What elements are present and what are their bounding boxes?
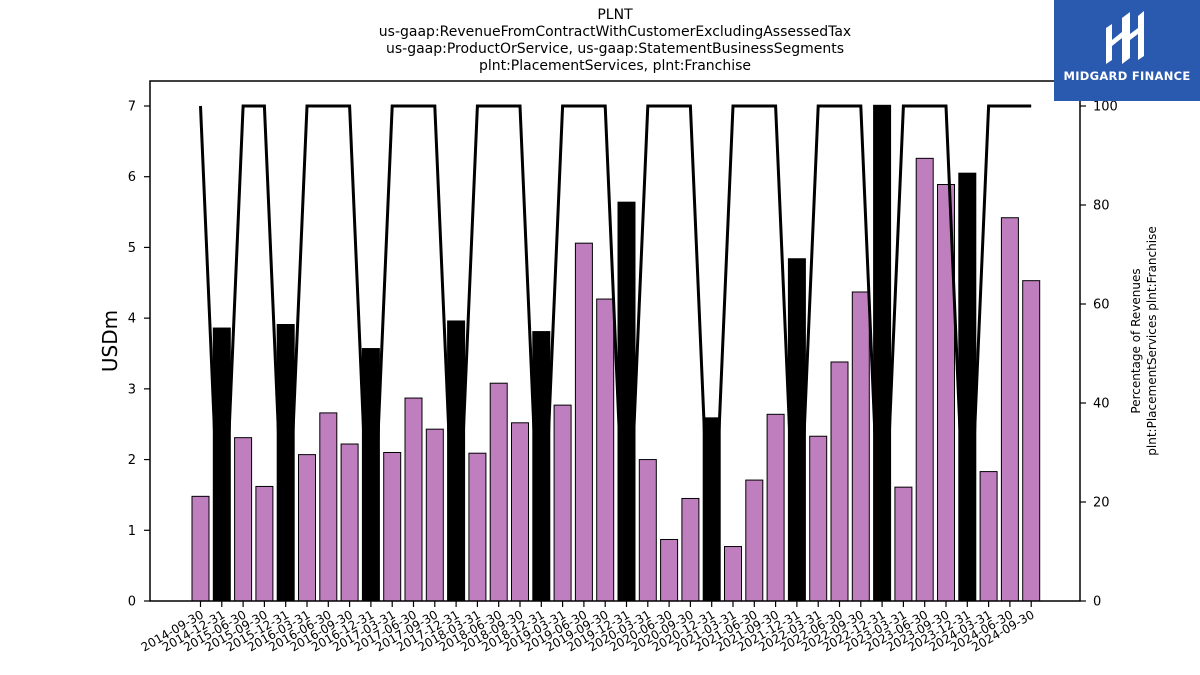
y2-axis-label-line-1: Percentage of Revenues: [1129, 268, 1143, 413]
bar-2019-09-30: [596, 298, 615, 602]
bar-2016-09-30: [340, 443, 359, 602]
bar-2021-09-30: [766, 413, 785, 602]
left-axis-ticks: 0 1 2 3 4 5 6 7: [128, 100, 150, 610]
y-tick-label: 2: [128, 453, 136, 468]
bar-2024-06-30: [1000, 217, 1019, 602]
bar-2014-09-30: [191, 495, 210, 602]
y-tick-label: 1: [128, 524, 136, 539]
y-axis-label: USDm: [98, 310, 122, 372]
bar-2021-06-30: [745, 479, 764, 602]
bar-2022-03-31: [809, 435, 828, 602]
bar-2019-06-30: [574, 242, 593, 602]
y-tick-label: 5: [128, 241, 136, 256]
y-tick-label: 7: [128, 100, 136, 115]
bar-2021-03-31: [724, 546, 742, 602]
bar-2018-03-31: [468, 452, 487, 602]
x-axis-ticks: 2014-09-302014-12-312015-06-302015-09-30…: [139, 601, 1037, 654]
y2-tick-label: 100: [1093, 100, 1118, 115]
bar-2017-09-30: [425, 428, 444, 602]
plot-frame: [149, 80, 1081, 602]
bar-2017-03-31: [383, 452, 402, 602]
y2-axis-label-line-2: plnt:PlacementServices plnt:Franchise: [1145, 226, 1159, 455]
bar-2023-03-31: [894, 486, 913, 602]
bar-2020-06-30: [660, 538, 679, 602]
bar-2023-12-31: [958, 172, 977, 602]
title-line-3: us-gaap:ProductOrService, us-gaap:Statem…: [385, 41, 844, 57]
bar-2019-12-31: [617, 201, 636, 602]
y-tick-label: 3: [128, 382, 136, 397]
bar-2022-12-31: [873, 104, 892, 602]
right-axis-ticks: 0 20 40 60 80 100: [1080, 100, 1118, 610]
brand-logo: MIDGARD FINANCE: [1054, 0, 1200, 101]
chart-title: PLNT us-gaap:RevenueFromContractWithCust…: [265, 7, 965, 75]
bar-2024-09-30: [1022, 280, 1041, 602]
bar-2024-03-31: [979, 471, 998, 602]
title-line-2: us-gaap:RevenueFromContractWithCustomerE…: [378, 24, 852, 40]
percentage-line: [199, 104, 1032, 602]
bar-2020-03-31: [638, 459, 657, 602]
bar-2016-06-30: [319, 412, 338, 602]
bar-2022-06-30: [830, 361, 849, 602]
bar-2022-09-30: [851, 291, 870, 602]
title-line-1: PLNT: [597, 7, 633, 23]
y2-tick-label: 80: [1093, 199, 1110, 214]
bar-2020-09-30: [681, 497, 700, 602]
bar-2018-09-30: [511, 422, 529, 602]
bar-2016-03-31: [298, 454, 316, 602]
bar-2018-06-30: [489, 382, 508, 602]
y2-tick-label: 60: [1093, 298, 1110, 313]
bar-2017-06-30: [404, 397, 423, 602]
y2-tick-label: 40: [1093, 397, 1110, 412]
y2-tick-label: 20: [1093, 496, 1110, 511]
bar-2023-06-30: [915, 157, 934, 602]
y-tick-label: 4: [128, 312, 136, 327]
bar-2015-06-30: [234, 437, 253, 602]
bar-2019-03-31: [553, 404, 572, 602]
y-tick-label: 0: [128, 595, 136, 610]
y2-tick-label: 0: [1093, 595, 1101, 610]
logo-mark-icon: [1106, 11, 1144, 64]
bar-2015-09-30: [255, 485, 274, 602]
y-tick-label: 6: [128, 170, 136, 185]
logo-text: MIDGARD FINANCE: [1063, 69, 1191, 83]
title-line-4: plnt:PlacementServices, plnt:Franchise: [478, 58, 752, 74]
